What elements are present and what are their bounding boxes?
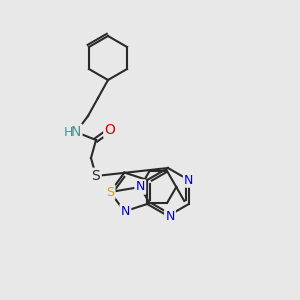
Text: N: N [136, 181, 145, 194]
Text: S: S [106, 185, 114, 199]
Text: S: S [92, 169, 100, 183]
Text: N: N [165, 209, 175, 223]
Text: N: N [71, 125, 81, 139]
Text: N: N [121, 205, 130, 218]
Text: H: H [63, 125, 73, 139]
Text: O: O [105, 123, 116, 137]
Text: N: N [184, 173, 194, 187]
